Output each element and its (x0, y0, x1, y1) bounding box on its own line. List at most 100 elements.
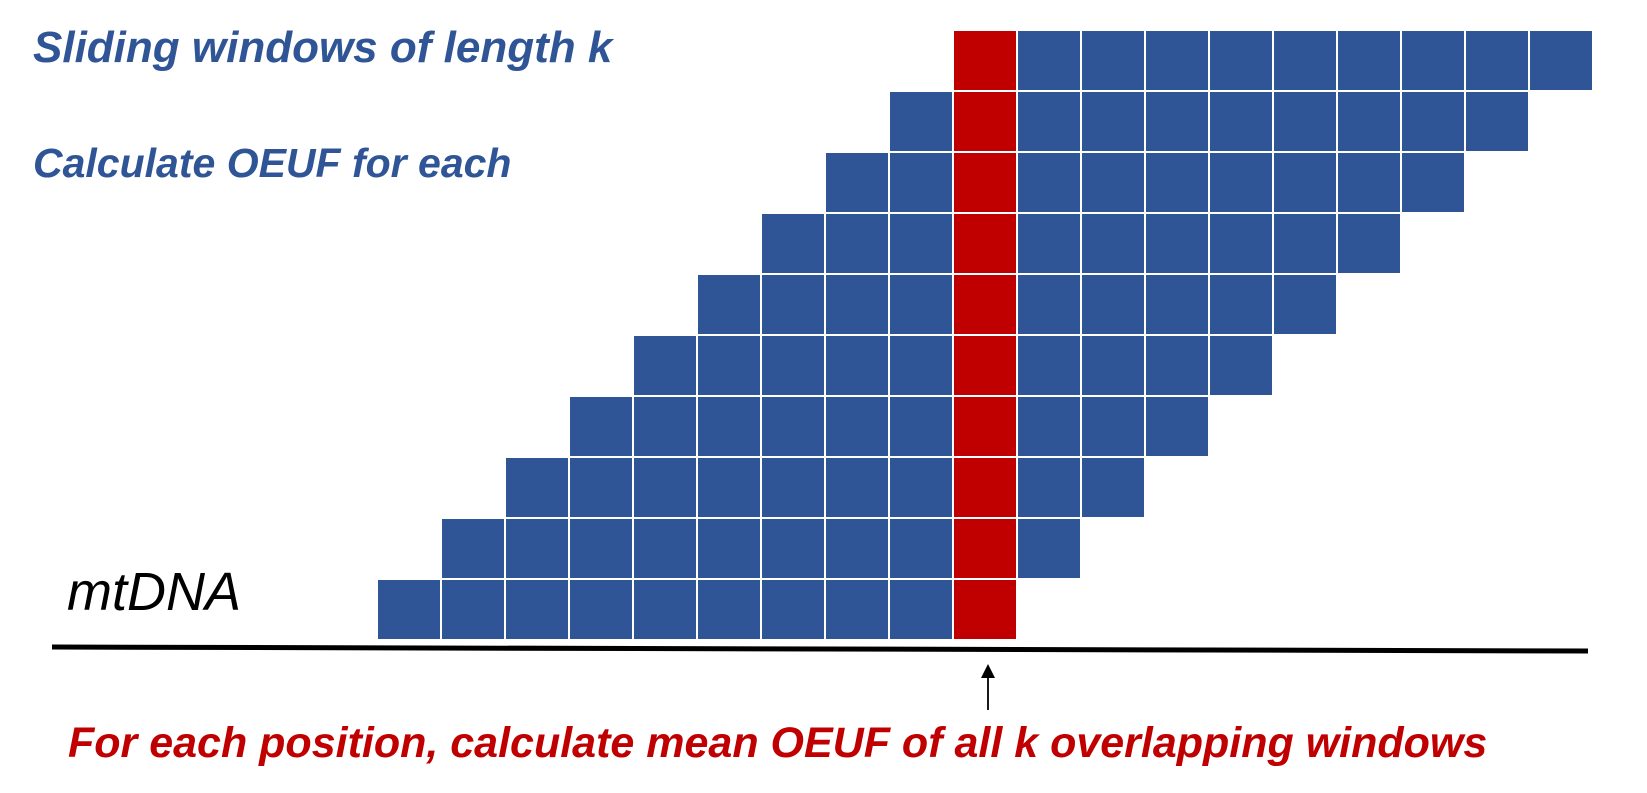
window-cell (1016, 395, 1082, 458)
window-cell (824, 212, 890, 275)
window-cell (696, 334, 762, 397)
window-cell (1464, 90, 1530, 153)
window-cell (568, 578, 634, 641)
window-cell (760, 334, 826, 397)
window-cell (1208, 273, 1274, 336)
window-cell (888, 151, 954, 214)
window-cell (824, 273, 890, 336)
window-cell (1400, 151, 1466, 214)
window-cell (1208, 90, 1274, 153)
window-cell (1144, 395, 1210, 458)
window-cell (1400, 90, 1466, 153)
window-cell (1400, 29, 1466, 92)
window-cell (1016, 517, 1082, 580)
window-cell (1336, 151, 1402, 214)
window-cell (1208, 212, 1274, 275)
window-cell (1080, 334, 1146, 397)
window-cells (376, 29, 1594, 641)
window-cell (1016, 151, 1082, 214)
highlighted-position-cell (952, 212, 1018, 275)
window-cell (1080, 456, 1146, 519)
window-cell (1080, 273, 1146, 336)
window-cell (1272, 151, 1338, 214)
window-cell (632, 517, 698, 580)
caption: For each position, calculate mean OEUF o… (68, 719, 1488, 767)
window-cell (696, 395, 762, 458)
window-cell (1016, 212, 1082, 275)
highlighted-position-cell (952, 578, 1018, 641)
window-cell (1208, 151, 1274, 214)
window-cell (1144, 212, 1210, 275)
window-cell (1016, 90, 1082, 153)
highlighted-position-cell (952, 456, 1018, 519)
window-cell (1080, 29, 1146, 92)
window-cell (568, 456, 634, 519)
window-cell (1080, 395, 1146, 458)
window-cell (1144, 151, 1210, 214)
window-cell (888, 578, 954, 641)
window-cell (888, 334, 954, 397)
window-cell (824, 517, 890, 580)
window-cell (1528, 29, 1594, 92)
window-cell (888, 395, 954, 458)
genome-label: mtDNA (67, 562, 241, 622)
window-cell (760, 517, 826, 580)
window-cell (888, 212, 954, 275)
window-cell (1208, 334, 1274, 397)
window-cell (568, 395, 634, 458)
window-cell (1080, 212, 1146, 275)
window-cell (1144, 334, 1210, 397)
highlighted-position-cell (952, 151, 1018, 214)
window-cell (1272, 90, 1338, 153)
heading-sliding-windows: Sliding windows of length k (33, 23, 613, 72)
highlighted-position-cell (952, 273, 1018, 336)
window-cell (1016, 334, 1082, 397)
window-cell (504, 517, 570, 580)
window-cell (888, 517, 954, 580)
window-cell (568, 517, 634, 580)
window-cell (1336, 212, 1402, 275)
window-cell (824, 578, 890, 641)
window-cell (760, 578, 826, 641)
position-arrow (981, 664, 995, 710)
highlighted-position-cell (952, 395, 1018, 458)
highlighted-position-cell (952, 334, 1018, 397)
highlighted-position-cell (952, 517, 1018, 580)
window-cell (1272, 212, 1338, 275)
genome-line (51, 644, 1589, 654)
window-cell (1080, 90, 1146, 153)
window-cell (1208, 29, 1274, 92)
window-cell (760, 395, 826, 458)
window-cell (1272, 29, 1338, 92)
window-cell (824, 395, 890, 458)
highlighted-position-cell (952, 29, 1018, 92)
window-cell (888, 273, 954, 336)
window-cell (1144, 273, 1210, 336)
window-cell (1464, 29, 1530, 92)
window-cell (1336, 29, 1402, 92)
window-cell (1144, 90, 1210, 153)
window-cell (696, 273, 762, 336)
window-cell (760, 456, 826, 519)
window-cell (1016, 456, 1082, 519)
window-cell (1336, 90, 1402, 153)
window-cell (632, 395, 698, 458)
window-cell (504, 578, 570, 641)
window-cell (1272, 273, 1338, 336)
window-cell (696, 456, 762, 519)
window-cell (1016, 273, 1082, 336)
window-cell (824, 456, 890, 519)
window-cell (440, 517, 506, 580)
window-cell (760, 273, 826, 336)
window-cell (632, 334, 698, 397)
window-cell (888, 456, 954, 519)
window-cell (696, 578, 762, 641)
window-cell (696, 517, 762, 580)
window-cell (1144, 29, 1210, 92)
window-cell (1080, 151, 1146, 214)
window-cell (632, 578, 698, 641)
window-cell (440, 578, 506, 641)
window-cell (760, 212, 826, 275)
window-cell (1016, 29, 1082, 92)
